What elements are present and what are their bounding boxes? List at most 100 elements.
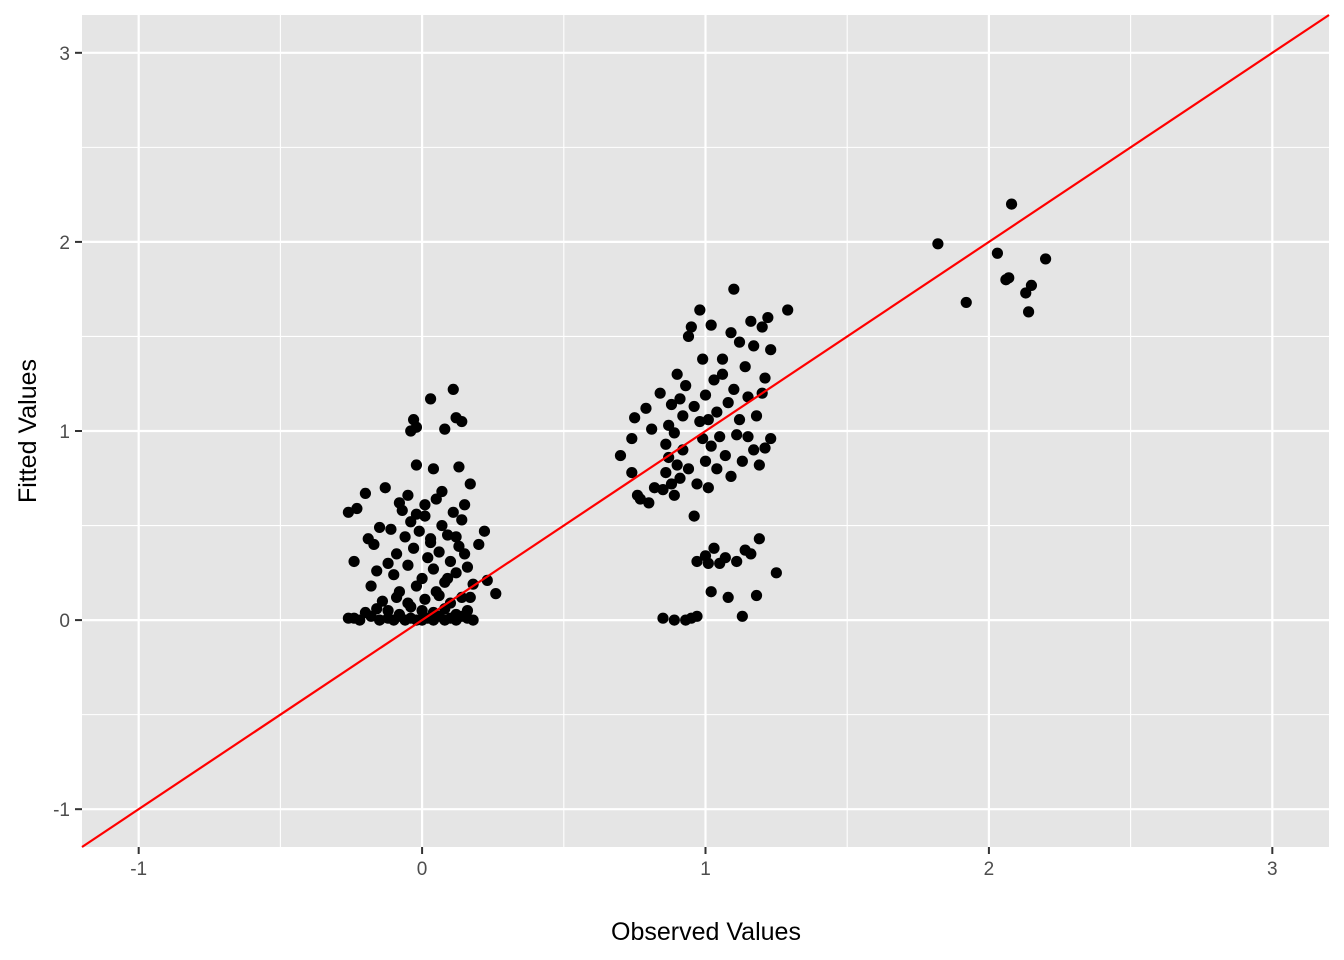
- data-point: [419, 499, 431, 511]
- data-point: [714, 431, 726, 443]
- data-point: [719, 449, 731, 462]
- data-point: [674, 472, 686, 484]
- data-point: [711, 463, 723, 475]
- data-point: [626, 432, 638, 445]
- data-point: [410, 459, 423, 471]
- data-point: [453, 461, 465, 473]
- data-point: [765, 432, 777, 445]
- data-point: [643, 497, 655, 509]
- data-point: [390, 548, 403, 560]
- data-point: [467, 614, 479, 626]
- data-point: [668, 489, 680, 501]
- data-point: [441, 572, 454, 585]
- data-point: [733, 336, 746, 348]
- data-point: [750, 410, 763, 422]
- data-point: [748, 340, 760, 352]
- data-point: [342, 506, 355, 518]
- data-point: [464, 478, 476, 490]
- data-point: [1039, 253, 1052, 265]
- data-point: [753, 459, 765, 471]
- data-points: [342, 198, 1052, 626]
- data-point: [413, 525, 425, 537]
- data-point: [660, 467, 672, 479]
- data-point: [359, 606, 372, 619]
- data-point: [626, 467, 638, 479]
- data-point: [439, 423, 451, 435]
- data-point: [422, 552, 434, 564]
- data-point: [424, 393, 437, 405]
- data-point: [385, 523, 397, 535]
- data-point: [699, 389, 712, 401]
- data-point: [719, 552, 731, 564]
- data-point: [742, 431, 754, 443]
- data-point: [731, 429, 743, 441]
- data-point: [646, 423, 658, 435]
- data-point: [402, 489, 414, 501]
- data-point: [359, 487, 372, 499]
- data-point: [430, 586, 442, 598]
- data-point: [716, 353, 729, 365]
- data-point: [459, 499, 471, 511]
- data-point: [382, 557, 394, 569]
- data-point: [450, 531, 462, 543]
- data-point: [657, 612, 669, 624]
- data-point: [419, 593, 431, 605]
- data-point: [677, 410, 689, 422]
- data-point: [648, 482, 661, 494]
- data-point: [722, 591, 734, 604]
- x-tick-label: 2: [984, 859, 995, 880]
- data-point: [708, 374, 720, 386]
- data-point: [691, 610, 703, 622]
- data-point: [373, 614, 386, 626]
- data-point: [464, 591, 476, 604]
- data-point: [456, 415, 468, 428]
- data-point: [416, 605, 428, 617]
- data-point: [427, 463, 440, 475]
- data-point: [782, 304, 794, 316]
- data-point: [473, 538, 485, 551]
- data-point: [399, 531, 411, 543]
- data-point: [722, 397, 734, 409]
- data-point: [725, 470, 737, 482]
- data-point: [373, 521, 386, 534]
- data-point: [419, 510, 431, 522]
- y-axis-title: Fitted Values: [14, 359, 42, 503]
- data-point: [671, 459, 683, 471]
- data-point: [932, 238, 944, 250]
- data-point: [447, 383, 459, 395]
- data-point: [759, 372, 771, 384]
- y-tick-label: 1: [59, 422, 70, 443]
- data-point: [705, 319, 717, 331]
- data-point: [461, 605, 474, 617]
- data-point: [748, 444, 760, 456]
- data-point: [736, 455, 748, 467]
- data-point: [756, 321, 768, 333]
- data-point: [688, 510, 700, 522]
- data-point: [674, 393, 686, 405]
- data-point: [444, 555, 457, 568]
- data-point: [750, 589, 763, 602]
- x-axis-title: Observed Values: [611, 918, 801, 946]
- data-point: [657, 484, 669, 496]
- data-point: [691, 555, 703, 568]
- data-point: [762, 311, 774, 324]
- data-point: [691, 478, 703, 490]
- data-point: [351, 502, 363, 515]
- data-point: [1022, 306, 1035, 318]
- data-point: [407, 542, 420, 554]
- data-point: [694, 304, 706, 316]
- data-point: [402, 559, 414, 571]
- data-point: [745, 315, 757, 327]
- data-point: [456, 514, 468, 526]
- data-point: [665, 398, 678, 411]
- data-point: [671, 368, 683, 380]
- data-point: [490, 588, 502, 600]
- data-point: [388, 569, 400, 581]
- data-point: [660, 438, 672, 450]
- data-point: [725, 327, 737, 339]
- data-point: [728, 283, 740, 295]
- data-point: [1025, 279, 1038, 291]
- x-axis-ticks: -1 0 1 2 3: [130, 847, 1278, 880]
- data-point: [668, 427, 680, 439]
- data-point: [1005, 198, 1018, 210]
